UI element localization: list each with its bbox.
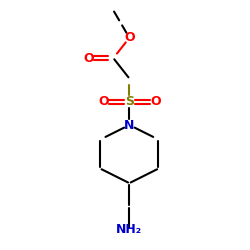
Text: O: O [83, 52, 94, 65]
Text: S: S [125, 95, 134, 108]
Text: N: N [124, 118, 134, 132]
Text: NH₂: NH₂ [116, 223, 142, 236]
Text: O: O [150, 95, 161, 108]
Text: O: O [98, 95, 108, 108]
Text: O: O [124, 31, 135, 44]
